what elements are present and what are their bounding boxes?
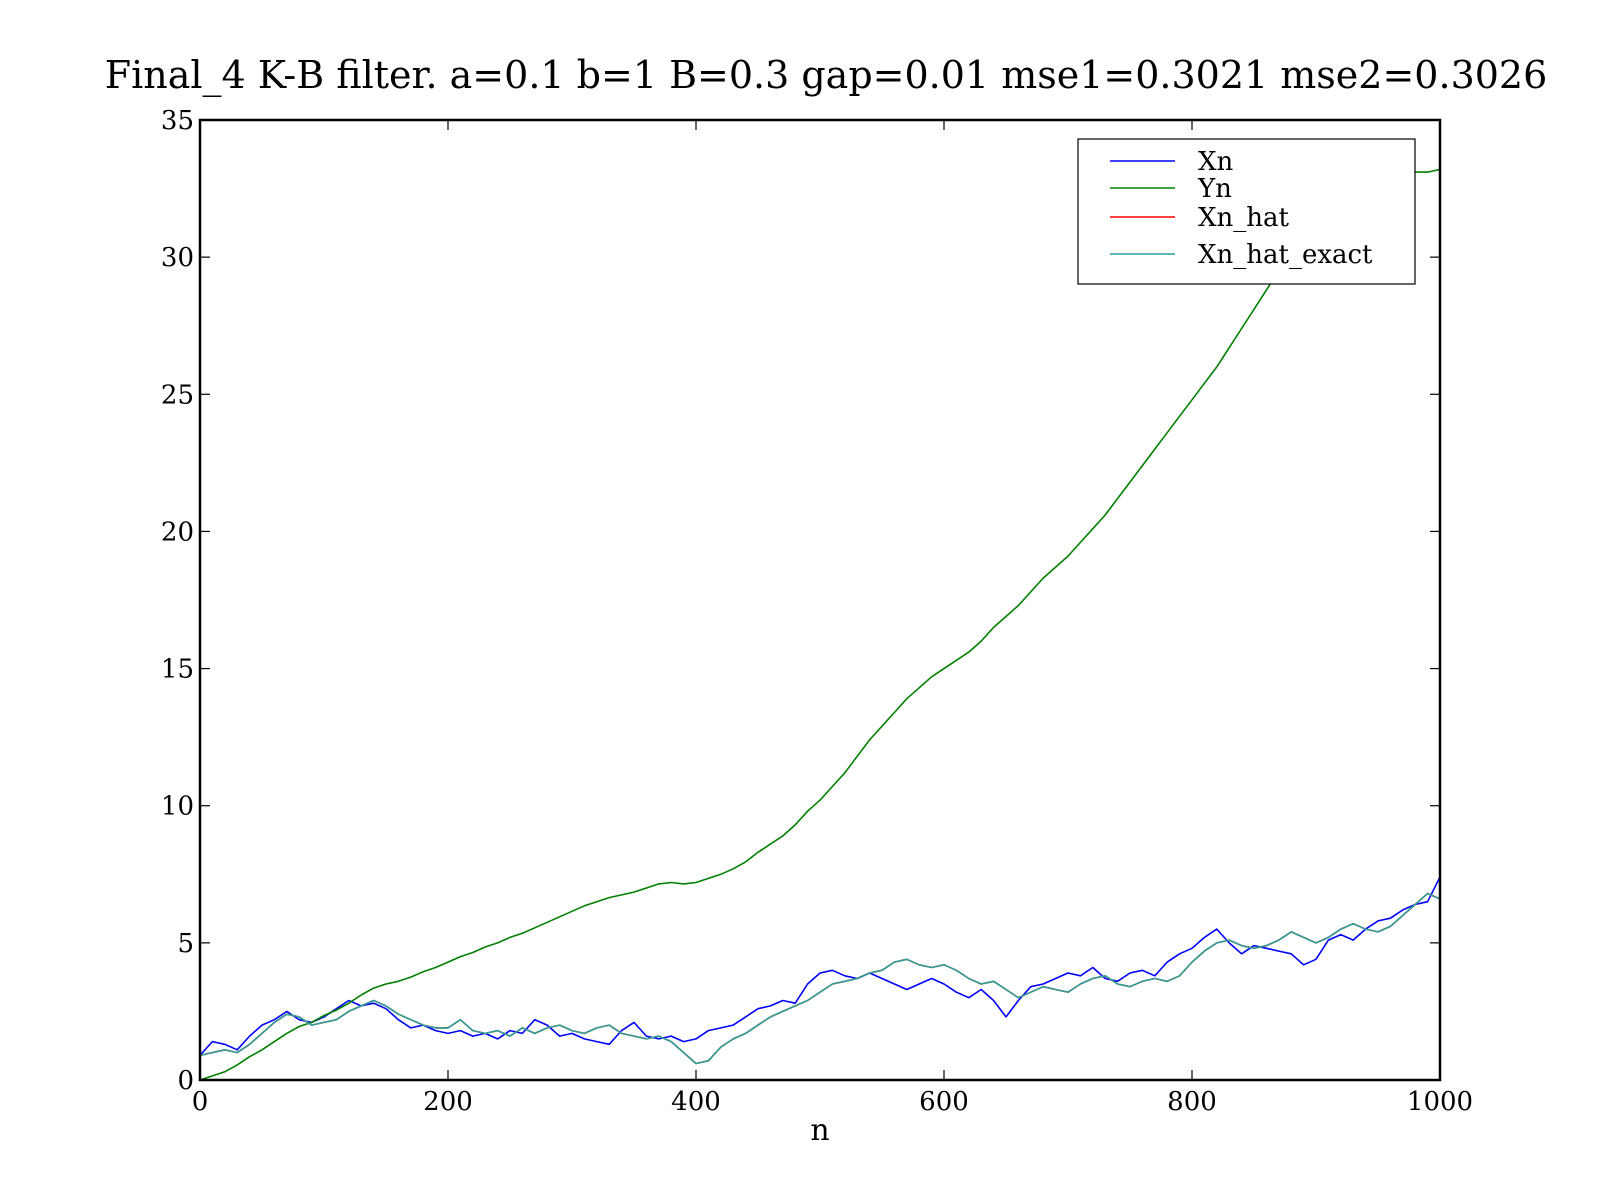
- plot-area: [200, 168, 1440, 1080]
- series-line-xn: [200, 876, 1440, 1056]
- legend-label: Xn: [1198, 147, 1234, 177]
- x-axis-label: n: [810, 1113, 829, 1148]
- series-layer: [200, 168, 1440, 1080]
- x-tick-label: 400: [671, 1087, 721, 1117]
- chart-title: Final_4 K-B filter. a=0.1 b=1 B=0.3 gap=…: [105, 53, 1548, 98]
- plot-frame: [198, 118, 1442, 1082]
- legend-label: Xn_hat_exact: [1198, 240, 1373, 270]
- x-tick-label: 600: [919, 1087, 969, 1117]
- tick-labels: 0 200 400 600 800 1000 0 5 10 15 20 25 30 35: [161, 106, 1473, 1117]
- x-tick-label: 200: [423, 1087, 473, 1117]
- x-tick-label: 800: [1167, 1087, 1217, 1117]
- y-tick-label: 10: [161, 792, 194, 822]
- legend-label: Yn: [1197, 174, 1232, 204]
- y-tick-label: 20: [161, 517, 194, 547]
- series-line-yn: [200, 168, 1440, 1080]
- y-tick-label: 15: [161, 655, 194, 685]
- y-tick-label: 5: [177, 929, 194, 959]
- series-line-xn-hat-exact: [200, 892, 1440, 1065]
- legend-box: [1077, 138, 1416, 285]
- legend-label: Xn_hat: [1198, 203, 1290, 233]
- y-tick-label: 35: [161, 106, 194, 136]
- y-tick-label: 0: [177, 1066, 194, 1096]
- y-tick-label: 25: [161, 380, 194, 410]
- x-tick-label: 1000: [1407, 1087, 1473, 1117]
- x-tick-label: 0: [192, 1087, 209, 1117]
- y-tick-label: 30: [161, 243, 194, 273]
